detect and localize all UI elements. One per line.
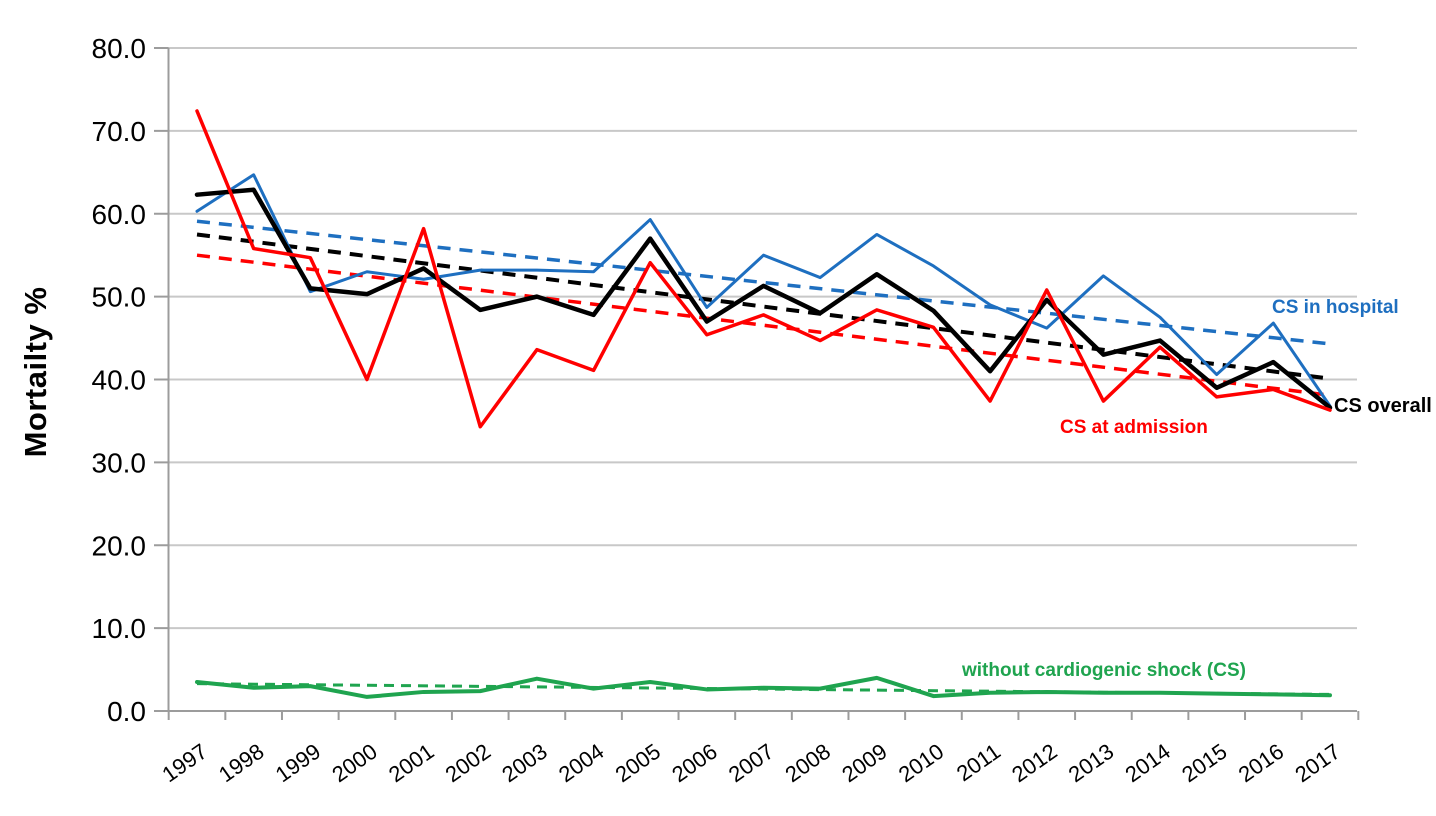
x-tick-label: 2005 (611, 739, 665, 788)
x-tick-label: 2016 (1234, 739, 1288, 788)
x-tick-label: 2002 (441, 739, 495, 788)
y-tick-label: 40.0 (92, 365, 147, 396)
series-line-cs-at-admission-linear-trend (196, 253, 1331, 397)
y-tick-label: 80.0 (92, 33, 147, 64)
x-tick-label: 1997 (157, 739, 211, 788)
y-tick-label: 10.0 (92, 613, 147, 644)
series-line-without-cardiogenic-shock-cs- (195, 675, 1332, 699)
x-tick-label: 2004 (554, 739, 608, 788)
x-tick-label: 2001 (384, 739, 438, 788)
y-tick-label: 50.0 (92, 282, 147, 313)
x-tick-label: 2012 (1007, 739, 1061, 788)
x-tick-label: 2014 (1120, 739, 1174, 788)
series-line-cs-overall (194, 187, 1333, 410)
x-tick-label: 2009 (837, 739, 891, 788)
y-tick-label: 30.0 (92, 447, 147, 478)
x-tick-label: 2006 (667, 739, 721, 788)
series-label-without-cardiogenic-shock: without cardiogenic shock (CS) (962, 660, 1246, 681)
x-tick-label: 2008 (781, 739, 835, 788)
x-tick-label: 2013 (1064, 739, 1118, 788)
y-axis-title: Mortailty % (18, 286, 53, 458)
y-tick-label: 60.0 (92, 199, 147, 230)
series-label-cs-in-hospital: CS in hospital (1272, 297, 1399, 318)
series-line-cs-at-admission (195, 109, 1332, 429)
y-tick-label: 20.0 (92, 530, 147, 561)
series-line-cs-in-hospital (195, 173, 1332, 408)
x-tick-label: 2007 (724, 739, 778, 788)
x-tick-label: 2015 (1177, 739, 1231, 788)
y-tick-label: 70.0 (92, 116, 147, 147)
x-tick-label: 2011 (952, 739, 1005, 787)
x-tick-label: 1998 (214, 739, 268, 788)
x-tick-label: 2000 (327, 739, 381, 788)
series-label-cs-at-admission: CS at admission (1060, 417, 1208, 438)
x-tick-label: 2003 (497, 739, 551, 788)
x-tick-label: 2017 (1290, 739, 1344, 788)
x-tick-label: 1999 (271, 739, 325, 788)
series-label-cs-overall: CS overall (1334, 395, 1432, 417)
series-line-cs-overall-linear-trend (196, 232, 1331, 381)
y-tick-label: 0.0 (107, 696, 146, 727)
x-tick-label: 2010 (894, 739, 948, 788)
series-line-cs-in-hospital-linear-trend (196, 219, 1331, 346)
